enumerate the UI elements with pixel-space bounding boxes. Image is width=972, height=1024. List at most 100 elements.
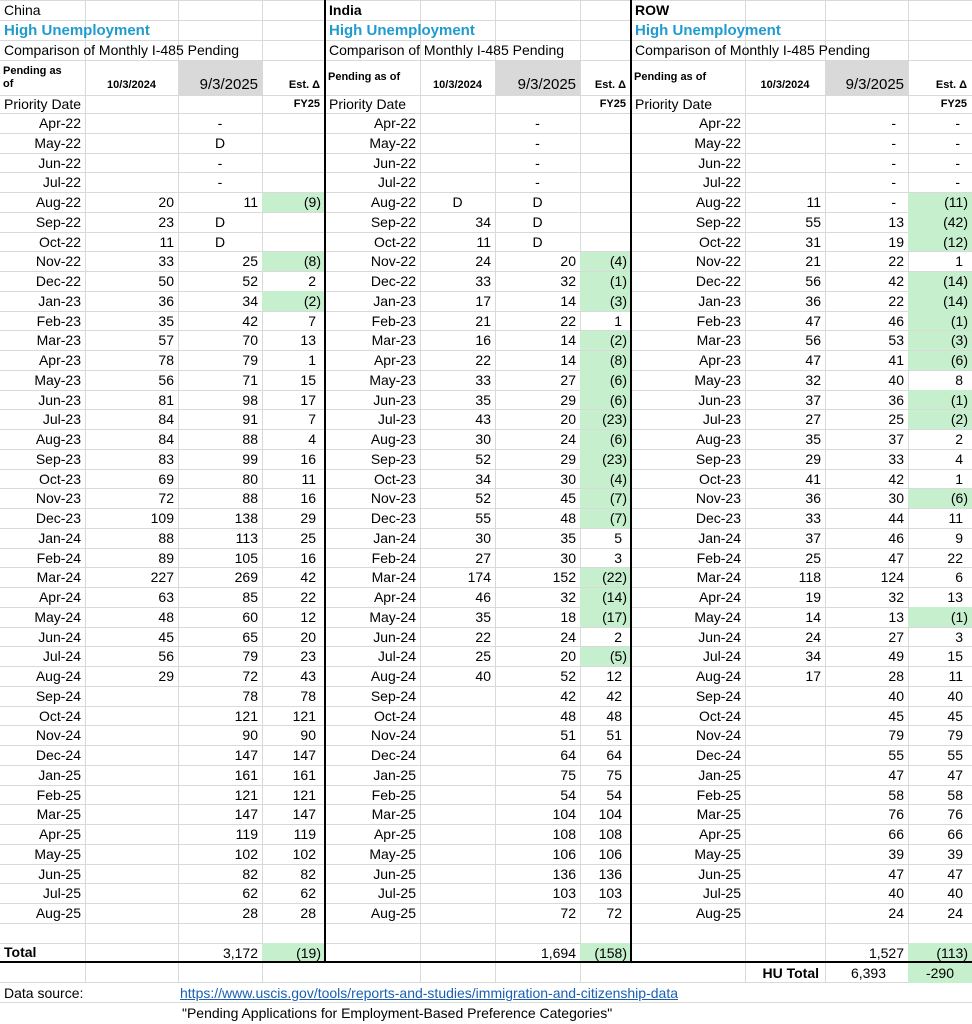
cell: - <box>955 174 960 191</box>
cell: 79 <box>242 648 258 665</box>
priority-date: Jul-24 <box>702 648 741 665</box>
priority-date: Dec-24 <box>35 747 81 764</box>
cell: 51 <box>560 727 576 744</box>
cell: 3 <box>955 628 963 645</box>
cell: 47 <box>805 352 821 369</box>
cell: 34 <box>242 292 258 309</box>
cell: (4) <box>580 251 631 271</box>
total-change: (158) <box>580 943 631 963</box>
cell: 11 <box>948 668 963 685</box>
cell: 22 <box>300 589 316 606</box>
cell: 30 <box>560 549 576 566</box>
cell: 34 <box>475 213 491 230</box>
cell: (17) <box>580 607 631 627</box>
gridline <box>0 626 972 628</box>
cell: 42 <box>242 312 258 329</box>
priority-date: May-23 <box>694 371 741 388</box>
cell: (14) <box>580 587 631 607</box>
cell: D <box>532 194 543 211</box>
cell: 16 <box>475 332 491 349</box>
gridline <box>0 1001 972 1003</box>
cell: 78 <box>242 687 258 704</box>
cell: 47 <box>947 766 963 783</box>
cell: 30 <box>888 490 904 507</box>
cell: 88 <box>242 431 258 448</box>
gridline <box>85 0 86 983</box>
cell: 46 <box>475 589 491 606</box>
cell: 147 <box>292 747 316 764</box>
cell: 72 <box>606 905 622 922</box>
gridline <box>0 606 972 608</box>
cell: 4 <box>955 450 963 467</box>
cell: 13 <box>888 608 904 625</box>
cell: 22 <box>947 549 963 566</box>
priority-date: Dec-24 <box>370 747 416 764</box>
cell: 17 <box>300 391 316 408</box>
cell: 1 <box>955 470 963 487</box>
source-link[interactable]: https://www.uscis.gov/tools/reports-and-… <box>180 984 678 1001</box>
priority-date: Apr-23 <box>38 352 81 369</box>
hu-total-value: 6,393 <box>850 965 886 982</box>
cell: 71 <box>242 371 258 388</box>
priority-date: Sep-24 <box>370 687 416 704</box>
source-title: "Pending Applications for Employment-Bas… <box>182 1005 613 1022</box>
cell: 35 <box>475 608 491 625</box>
gridline <box>0 547 972 549</box>
priority-date: Dec-22 <box>695 273 741 290</box>
cell: 36 <box>805 292 821 309</box>
cell: 47 <box>888 549 904 566</box>
cell: 40 <box>888 371 904 388</box>
cell: 65 <box>242 628 258 645</box>
gridline <box>0 824 972 825</box>
priority-date: Dec-22 <box>370 273 416 290</box>
cell: 88 <box>242 490 258 507</box>
cell: - <box>535 115 540 132</box>
cell: 109 <box>150 510 174 527</box>
priority-date: Feb-25 <box>36 786 81 803</box>
priority-date: Dec-22 <box>35 273 81 290</box>
priority-date: Jun-22 <box>373 154 416 171</box>
cell: 44 <box>888 510 904 527</box>
priority-date: Jul-23 <box>377 411 416 428</box>
cell: 54 <box>606 786 622 803</box>
gridline <box>0 192 972 193</box>
cell: 98 <box>242 391 258 408</box>
gridline <box>0 389 972 391</box>
priority-date: Jul-24 <box>42 648 81 665</box>
priority-date: Apr-24 <box>38 589 81 606</box>
cell: 7 <box>308 411 316 428</box>
cell: 90 <box>300 727 316 744</box>
cell: 6 <box>955 569 963 586</box>
cell: 55 <box>805 213 821 230</box>
cell: 31 <box>805 233 821 250</box>
cell: 2 <box>614 628 622 645</box>
priority-date: Feb-24 <box>36 549 81 566</box>
gridline <box>0 527 972 529</box>
cell: 79 <box>242 352 258 369</box>
cell: 20 <box>560 648 576 665</box>
panel-subtitle: High Unemployment <box>635 21 781 39</box>
priority-date: Sep-23 <box>370 450 416 467</box>
cell: 40 <box>475 668 491 685</box>
cell: 13 <box>300 332 316 349</box>
column-header: Est. Δ <box>935 79 967 91</box>
cell: 33 <box>888 450 904 467</box>
cell: 16 <box>300 490 316 507</box>
priority-date: May-25 <box>369 845 416 862</box>
priority-date: Jun-22 <box>698 154 741 171</box>
gridline <box>0 350 972 351</box>
fy-label: FY25 <box>940 97 967 110</box>
cell: D <box>214 233 226 250</box>
row-header: Priority Date <box>635 96 713 112</box>
cell: 32 <box>560 273 576 290</box>
cell: (7) <box>580 508 631 528</box>
cell: 79 <box>947 727 963 744</box>
cell: 104 <box>598 806 622 823</box>
cell: 56 <box>158 371 174 388</box>
header-fill <box>178 60 262 95</box>
gridline <box>0 883 972 885</box>
priority-date: Jun-25 <box>698 865 741 882</box>
cell: (1) <box>908 390 972 410</box>
cell: 102 <box>292 845 316 862</box>
